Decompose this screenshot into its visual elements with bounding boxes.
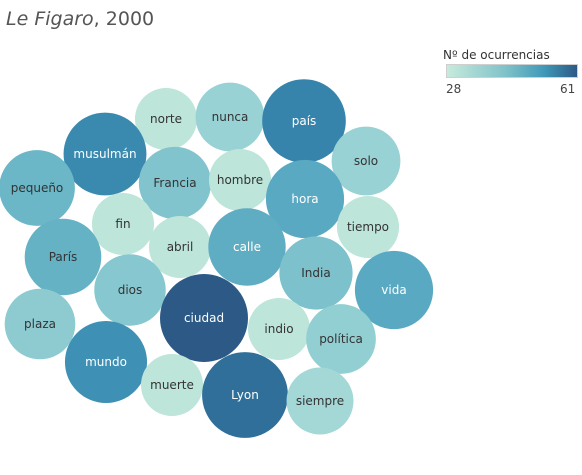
bubble-paris[interactable]: París xyxy=(24,218,102,296)
bubble-solo[interactable]: solo xyxy=(331,126,401,196)
bubble-circle-solo[interactable] xyxy=(331,126,401,196)
bubble-circle-india[interactable] xyxy=(279,236,353,310)
bubble-circle-francia[interactable] xyxy=(138,146,212,220)
bubble-circle-lyon[interactable] xyxy=(202,352,288,438)
bubble-circle-muerte[interactable] xyxy=(140,353,204,417)
bubble-fin[interactable]: fin xyxy=(91,192,155,256)
bubble-indio[interactable]: indio xyxy=(247,297,311,361)
bubble-circle-hora[interactable] xyxy=(265,159,345,239)
bubble-label-norte: norte xyxy=(150,112,182,126)
bubble-circle-calle[interactable] xyxy=(208,208,286,286)
bubble-label-francia: Francia xyxy=(153,176,196,190)
bubble-plaza[interactable]: plaza xyxy=(4,288,76,360)
bubble-label-india: India xyxy=(301,266,330,280)
bubble-label-solo: solo xyxy=(354,154,378,168)
legend-color-bar xyxy=(446,64,578,78)
bubble-ciudad[interactable]: ciudad xyxy=(160,274,248,362)
bubble-lyon[interactable]: Lyon xyxy=(202,352,288,438)
bubble-pais[interactable]: país xyxy=(262,79,346,163)
chart-title-year: 2000 xyxy=(105,8,155,30)
bubble-circle-vida[interactable] xyxy=(354,250,434,330)
legend-min-label: 28 xyxy=(446,82,462,96)
legend-title: Nº de ocurrencias xyxy=(443,48,550,62)
bubble-vida[interactable]: vida xyxy=(354,250,434,330)
bubble-label-indio: indio xyxy=(264,322,293,336)
bubble-abril[interactable]: abril xyxy=(148,215,212,279)
bubble-circle-norte[interactable] xyxy=(134,87,198,151)
bubble-label-politica: política xyxy=(319,332,363,346)
bubble-nunca[interactable]: nunca xyxy=(195,82,265,152)
bubble-label-nunca: nunca xyxy=(212,110,249,124)
bubble-label-musulman: musulmán xyxy=(73,147,136,161)
bubble-label-abril: abril xyxy=(167,240,194,254)
bubble-label-plaza: plaza xyxy=(24,317,56,331)
bubble-norte[interactable]: norte xyxy=(134,87,198,151)
bubble-circle-hombre[interactable] xyxy=(208,148,272,212)
bubble-musulman[interactable]: musulmán xyxy=(63,112,147,196)
bubble-muerte[interactable]: muerte xyxy=(140,353,204,417)
bubble-label-hora: hora xyxy=(291,192,318,206)
bubble-label-pais: país xyxy=(292,114,317,128)
bubble-siempre[interactable]: siempre xyxy=(286,367,354,435)
bubble-circle-fin[interactable] xyxy=(91,192,155,256)
bubble-circle-ciudad[interactable] xyxy=(160,274,248,362)
bubble-francia[interactable]: Francia xyxy=(138,146,212,220)
bubble-label-siempre: siempre xyxy=(296,394,344,408)
bubble-hora[interactable]: hora xyxy=(265,159,345,239)
bubble-label-paris: París xyxy=(49,250,78,264)
bubble-india[interactable]: India xyxy=(279,236,353,310)
bubble-calle[interactable]: calle xyxy=(208,208,286,286)
bubble-label-muerte: muerte xyxy=(150,378,194,392)
bubble-circle-pequeno[interactable] xyxy=(0,150,75,226)
bubble-mundo[interactable]: mundo xyxy=(64,320,148,404)
bubble-hombre[interactable]: hombre xyxy=(208,148,272,212)
bubble-label-vida: vida xyxy=(381,283,406,297)
legend-max-label: 61 xyxy=(560,82,576,96)
bubble-circle-mundo[interactable] xyxy=(64,320,148,404)
bubble-circle-politica[interactable] xyxy=(306,304,376,374)
bubble-circle-paris[interactable] xyxy=(24,218,102,296)
bubble-circle-musulman[interactable] xyxy=(63,112,147,196)
bubble-label-mundo: mundo xyxy=(85,355,127,369)
bubble-circle-tiempo[interactable] xyxy=(336,195,400,259)
bubble-circle-abril[interactable] xyxy=(148,215,212,279)
bubble-circle-pais[interactable] xyxy=(262,79,346,163)
bubble-circle-indio[interactable] xyxy=(247,297,311,361)
bubble-dios[interactable]: dios xyxy=(94,254,166,326)
chart-title-source: Le Figaro xyxy=(6,8,94,30)
bubble-label-fin: fin xyxy=(115,217,130,231)
chart-title-separator: , xyxy=(93,8,106,30)
bubble-circle-dios[interactable] xyxy=(94,254,166,326)
bubble-label-ciudad: ciudad xyxy=(184,311,224,325)
bubble-politica[interactable]: política xyxy=(306,304,376,374)
bubble-circle-nunca[interactable] xyxy=(195,82,265,152)
bubble-label-lyon: Lyon xyxy=(231,388,259,402)
bubble-pequeno[interactable]: pequeño xyxy=(0,150,75,226)
bubble-tiempo[interactable]: tiempo xyxy=(336,195,400,259)
chart-title: Le Figaro, 2000 xyxy=(6,8,154,30)
bubble-label-dios: dios xyxy=(118,283,143,297)
bubble-label-hombre: hombre xyxy=(217,173,263,187)
bubble-label-tiempo: tiempo xyxy=(347,220,389,234)
bubble-label-calle: calle xyxy=(233,240,261,254)
bubble-circle-plaza[interactable] xyxy=(4,288,76,360)
bubble-circle-siempre[interactable] xyxy=(286,367,354,435)
bubble-label-pequeno: pequeño xyxy=(11,181,64,195)
